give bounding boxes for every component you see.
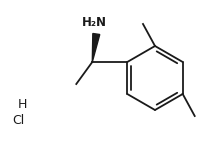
- Text: Cl: Cl: [12, 114, 24, 126]
- Text: H: H: [17, 99, 27, 111]
- Polygon shape: [92, 33, 100, 62]
- Text: H₂N: H₂N: [82, 16, 107, 29]
